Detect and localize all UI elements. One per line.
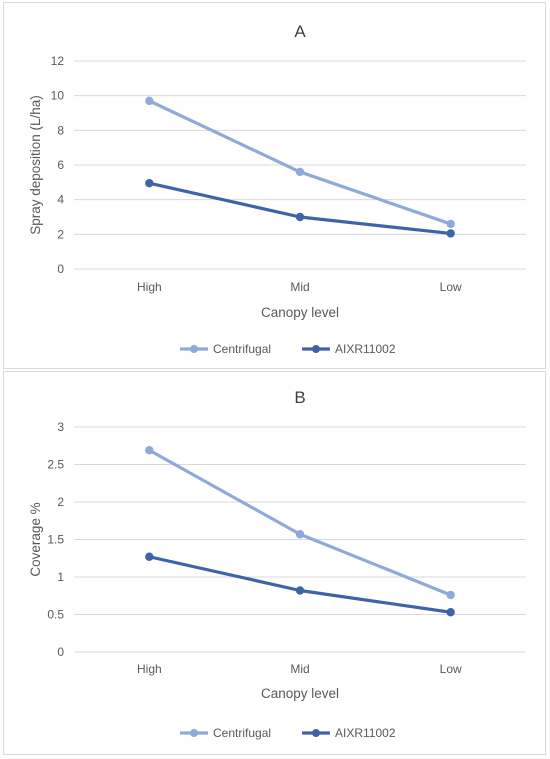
y-tick-label: 10: [51, 89, 65, 103]
y-axis-label: Coverage %: [28, 502, 43, 576]
data-point-centrifugal: [145, 446, 154, 455]
data-point-centrifugal: [295, 167, 305, 177]
chart-panel-b: B 0 0.5 1 1.5 2 2.5 3 High Mid Low Canopy level Cove…: [3, 371, 546, 755]
x-axis-label: Canopy level: [261, 686, 339, 701]
x-tick-label: High: [137, 280, 162, 294]
y-tick-label: 4: [57, 193, 64, 207]
data-point-centrifugal: [446, 590, 455, 600]
chart-a-svg: A 0 2 4 6 8 10 12 High Mid Low Canopy level Spray de…: [28, 22, 526, 356]
data-point-aixr11002: [295, 212, 305, 222]
x-axis-label: Canopy level: [261, 305, 339, 320]
y-tick-label: 12: [51, 54, 65, 68]
y-tick-label: 2.5: [47, 458, 64, 472]
y-axis-label: Spray deposition (L/ha): [28, 95, 43, 235]
x-tick-label: High: [137, 662, 162, 676]
y-tick-label: 1: [57, 570, 64, 584]
y-tick-label: 1.5: [47, 533, 64, 547]
data-point-centrifugal: [295, 530, 305, 539]
x-tick-label: Mid: [290, 280, 309, 294]
y-tick-label: 0: [57, 262, 64, 276]
series-line-centrifugal: [147, 99, 453, 226]
data-point-aixr11002: [446, 229, 455, 238]
series-line-centrifugal: [147, 448, 453, 597]
data-point-aixr11002: [446, 608, 455, 617]
legend-label: Centrifugal: [213, 726, 271, 740]
legend-label: Centrifugal: [213, 342, 271, 356]
chart-b-svg: B 0 0.5 1 1.5 2 2.5 3 High Mid Low Canopy level Cove…: [28, 388, 526, 740]
y-tick-label: 0: [57, 645, 64, 659]
legend-label: AIXR11002: [335, 342, 396, 356]
legend-marker: [312, 729, 320, 737]
y-tick-label: 0.5: [47, 608, 64, 622]
data-point-aixr11002: [295, 586, 305, 595]
legend-marker: [190, 729, 198, 737]
chart-panel-a: A 0 2 4 6 8 10 12 High Mid Low Canopy level Spray de…: [3, 2, 546, 369]
data-point-centrifugal: [145, 96, 154, 106]
x-tick-label: Mid: [290, 662, 309, 676]
data-point-centrifugal: [446, 219, 455, 229]
data-point-aixr11002: [145, 179, 154, 188]
y-tick-label: 2: [57, 227, 64, 241]
x-tick-label: Low: [440, 280, 462, 294]
chart-title: B: [294, 388, 305, 407]
data-point-aixr11002: [145, 552, 154, 561]
y-tick-label: 2: [57, 495, 64, 509]
x-tick-label: Low: [440, 662, 462, 676]
legend-marker: [190, 345, 198, 353]
legend-label: AIXR11002: [335, 726, 396, 740]
legend-marker: [312, 345, 320, 353]
series-line-aixr11002: [147, 555, 453, 614]
y-tick-label: 6: [57, 158, 64, 172]
y-tick-label: 8: [57, 123, 64, 137]
chart-title: A: [294, 22, 306, 41]
y-tick-label: 3: [57, 420, 64, 434]
